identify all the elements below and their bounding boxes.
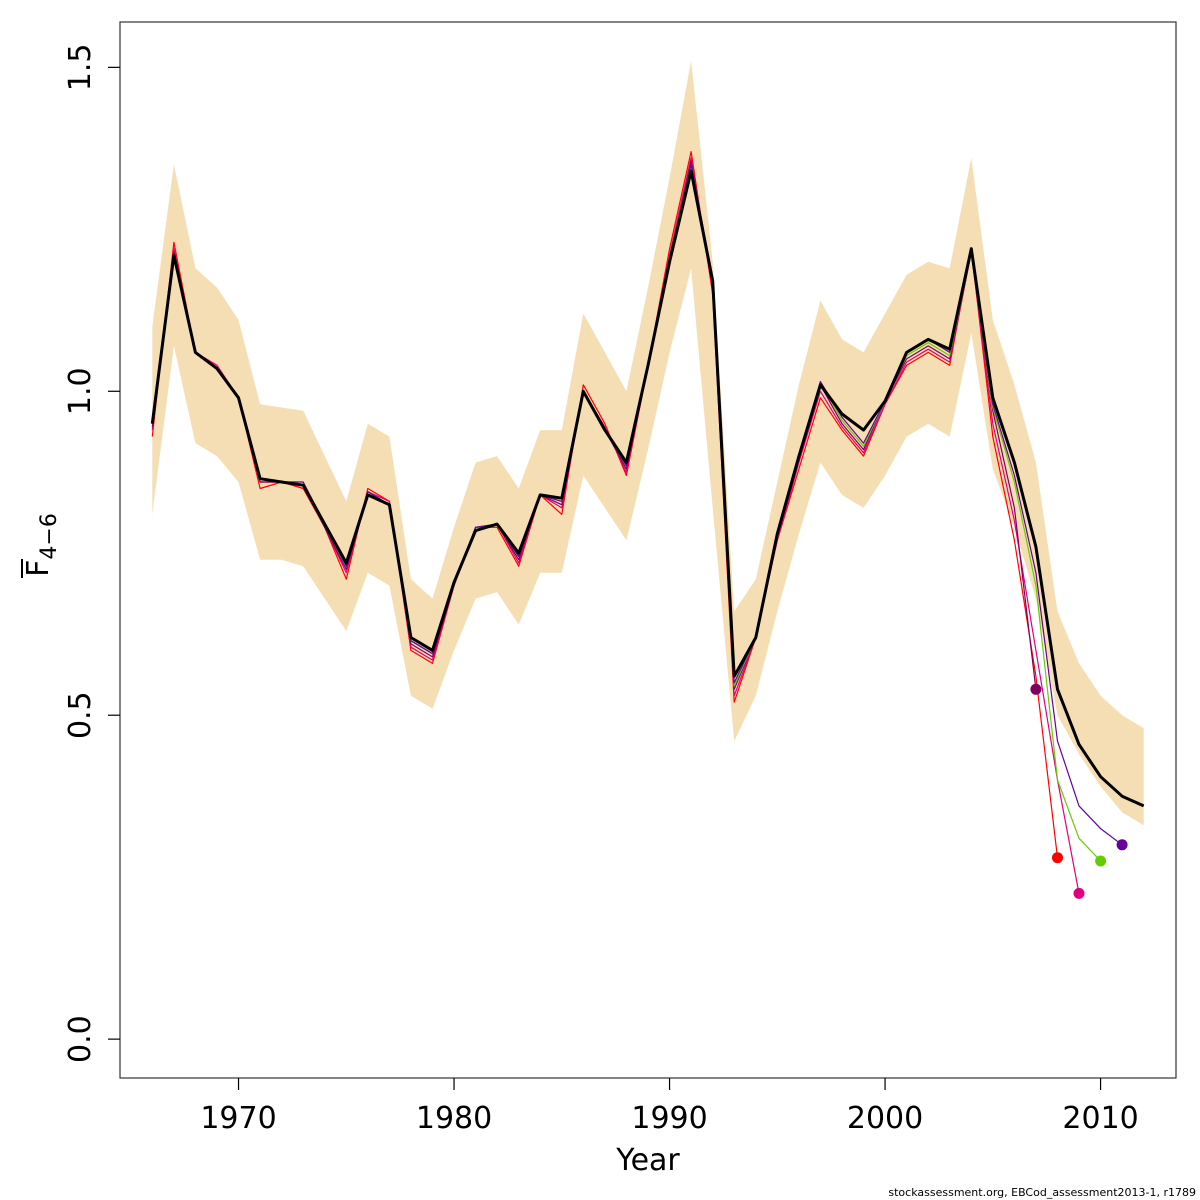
y-axis: 0.0 0.5 1.0 1.5 [63,43,120,1063]
series-end-point-4 [1116,839,1128,851]
series-end-point-2 [1030,683,1042,695]
confidence-band-area [152,60,1144,826]
x-tick-label-2000: 2000 [847,1101,923,1136]
series-end-point-0 [1052,852,1063,864]
series-line-5 [150,169,1145,808]
x-axis-title: Year [615,1143,680,1178]
y-axis-title-main: F [21,560,56,577]
y-tick-label-1.5: 1.5 [63,43,98,91]
y-axis-title: F4−6 [21,513,62,578]
svg-text:F4−6: F4−6 [21,513,62,577]
y-tick-label-1.0: 1.0 [63,367,98,415]
series-end-markers [1030,683,1128,899]
footer-credit: stockassessment.org, EBCod_assessment201… [888,1186,1196,1199]
confidence-band [152,60,1144,826]
x-tick-label-1970: 1970 [200,1101,276,1136]
x-tick-label-1990: 1990 [631,1101,707,1136]
y-tick-label-0.0: 0.0 [63,1015,98,1063]
x-tick-label-2010: 2010 [1062,1101,1138,1136]
plot-frame [119,21,1177,1079]
series-end-point-1 [1073,887,1085,899]
x-tick-label-1980: 1980 [416,1101,492,1136]
series-line-0 [151,151,1059,858]
y-axis-title-subscript: 4−6 [37,513,62,559]
series-lines [150,151,1145,894]
series-end-point-3 [1095,855,1107,867]
x-axis: 1970 1980 1990 2000 2010 [200,1078,1139,1136]
y-tick-label-0.5: 0.5 [63,691,98,739]
